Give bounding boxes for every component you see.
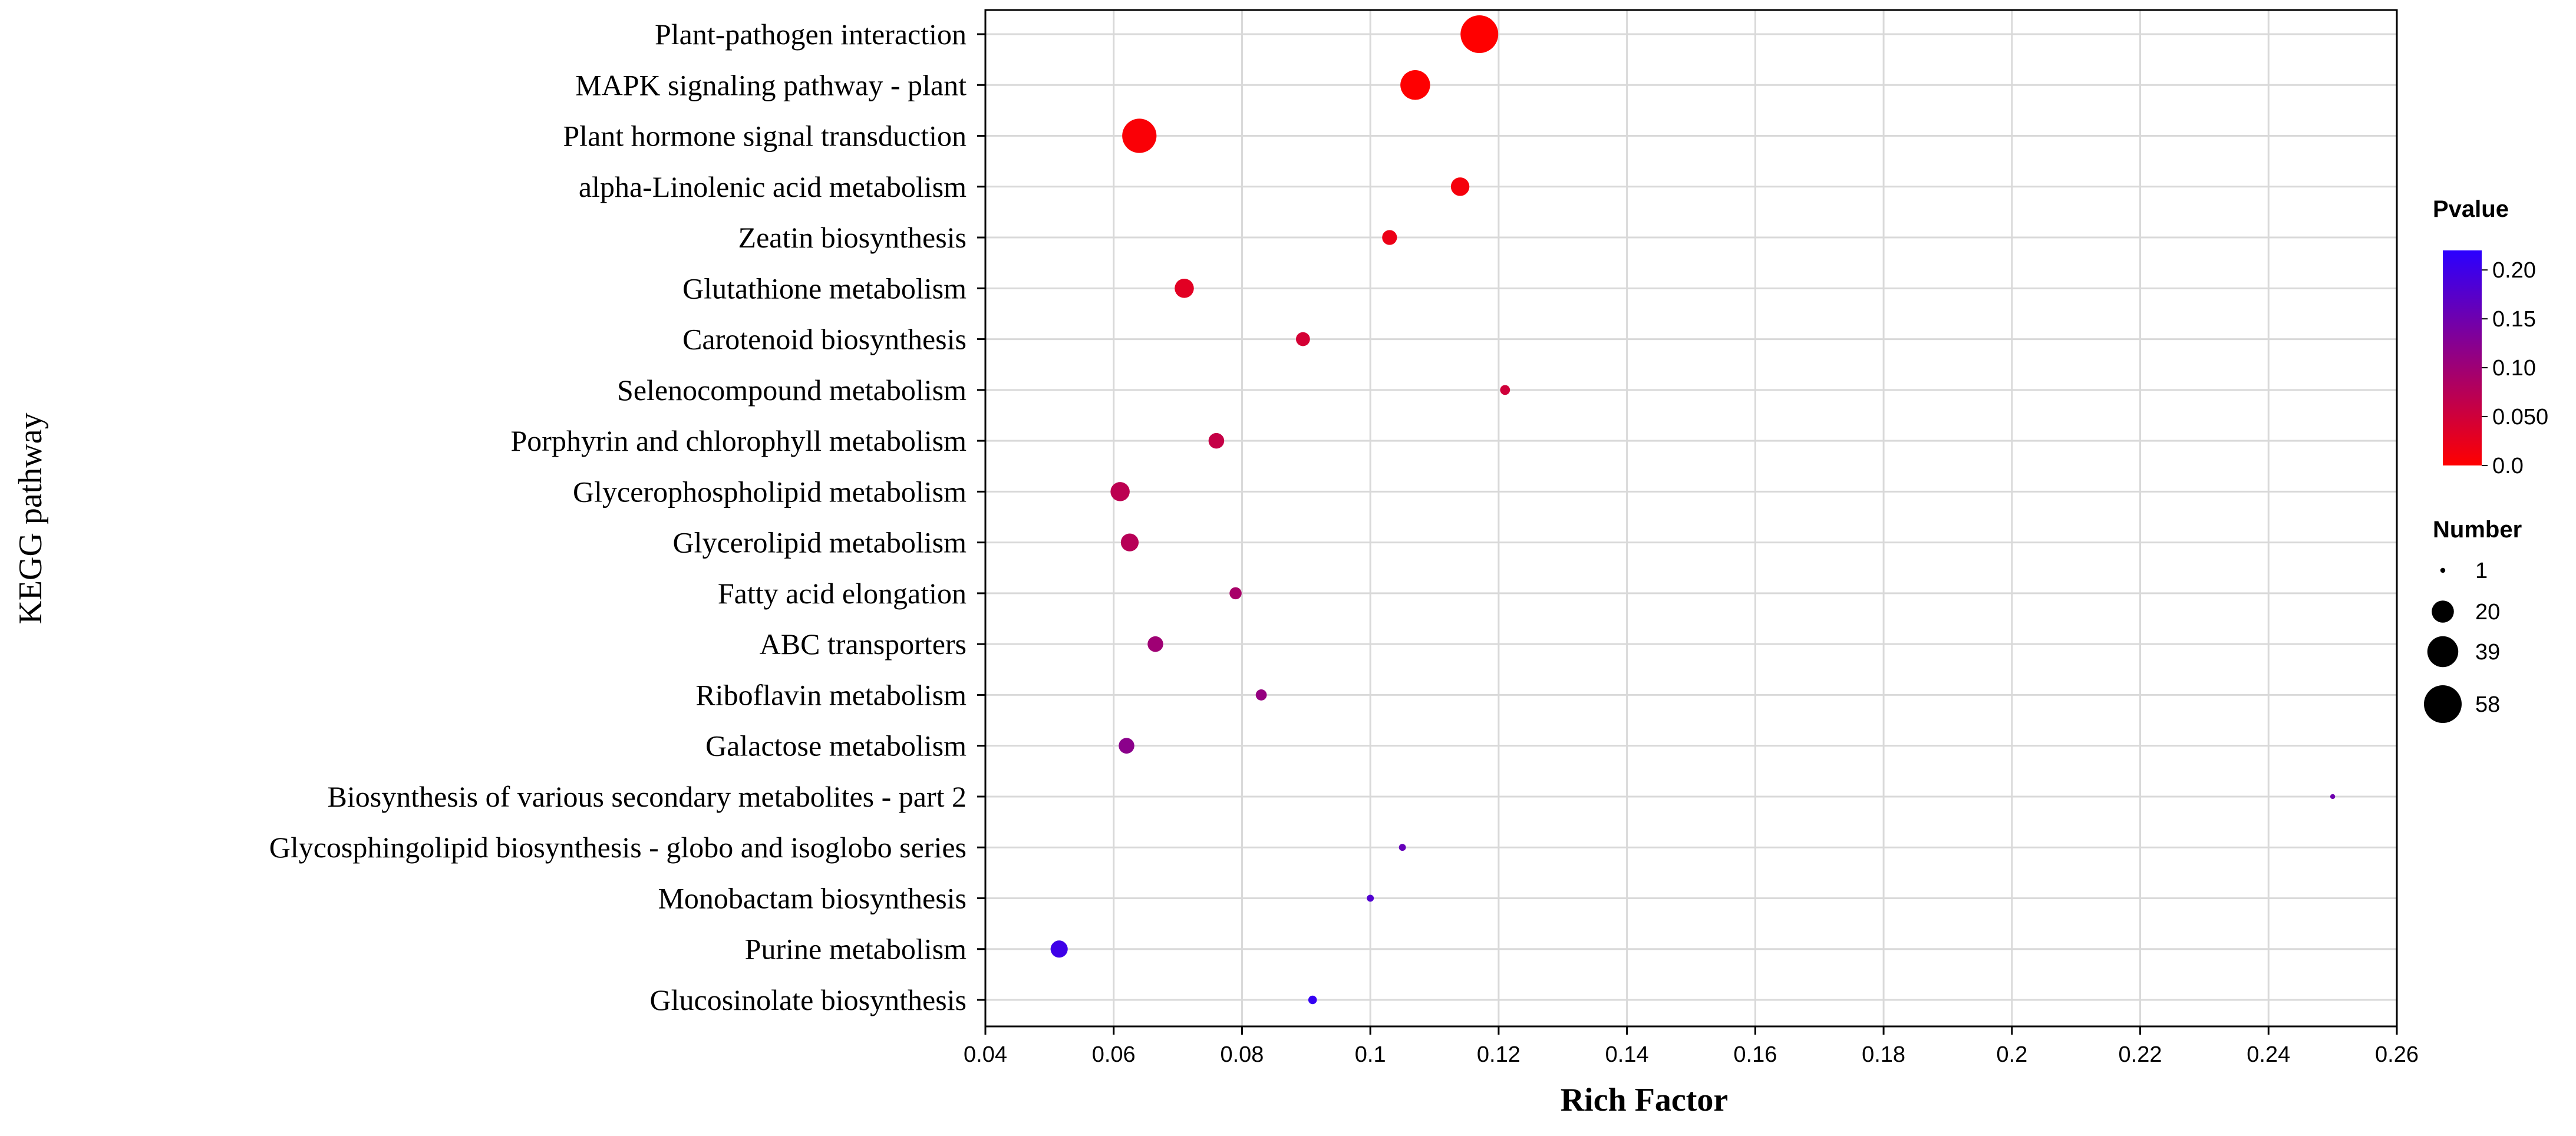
data-point (1050, 940, 1068, 958)
plot-area (985, 10, 2397, 1026)
data-point (2330, 794, 2336, 800)
size-legend-label: 1 (2475, 559, 2488, 583)
data-point (1450, 177, 1470, 196)
number-legend-items: 1 20 39 58 (2424, 559, 2500, 723)
colorbar-tick-label: 0.050 (2492, 405, 2548, 430)
colorbar-tick-label: 0.10 (2492, 356, 2536, 381)
y-tick-label: Glucosinolate biosynthesis (650, 983, 967, 1016)
y-tick-label: Selenocompound metabolism (617, 374, 967, 407)
x-tick-label: 0.08 (1220, 1042, 1264, 1067)
data-point (1255, 689, 1267, 701)
data-point (1308, 995, 1317, 1005)
data-point (1500, 385, 1510, 395)
colorbar-tick-label: 0.15 (2492, 307, 2536, 332)
y-tick-label: Galactose metabolism (705, 729, 967, 762)
data-point (1119, 738, 1134, 754)
y-tick-label: Glutathione metabolism (682, 272, 967, 305)
data-point (1120, 533, 1139, 552)
size-legend-circle (2427, 636, 2459, 668)
data-point (1147, 636, 1163, 652)
y-tick-label: Porphyrin and chlorophyll metabolism (510, 424, 967, 457)
data-point (1367, 894, 1374, 902)
data-point (1295, 332, 1310, 346)
data-point (1382, 230, 1397, 245)
pvalue-legend-title: Pvalue (2433, 196, 2509, 222)
x-tick-label: 0.18 (1862, 1042, 1905, 1067)
x-tick-label: 0.16 (1733, 1042, 1777, 1067)
data-point (1229, 587, 1242, 600)
x-tick-label: 0.06 (1092, 1042, 1136, 1067)
y-tick-label: Carotenoid biosynthesis (682, 323, 967, 356)
size-legend-circle (2432, 600, 2454, 623)
size-legend-label: 58 (2475, 692, 2500, 717)
data-point (1175, 279, 1194, 298)
x-tick-label: 0.26 (2375, 1042, 2419, 1067)
y-tick-label: Plant-pathogen interaction (655, 18, 967, 51)
y-tick-label: Glycosphingolipid biosynthesis - globo a… (269, 831, 967, 864)
y-tick-label: alpha-Linolenic acid metabolism (579, 170, 967, 203)
data-point (1110, 482, 1130, 501)
data-point (1400, 70, 1430, 100)
y-tick-label: ABC transporters (760, 628, 967, 661)
size-legend-circle (2424, 685, 2462, 723)
data-point (1460, 15, 1499, 53)
x-tick-label: 0.1 (1355, 1042, 1386, 1067)
y-tick-label: Fatty acid elongation (718, 577, 967, 610)
y-tick-label: Riboflavin metabolism (695, 678, 967, 711)
y-tick-label: MAPK signaling pathway - plant (575, 68, 967, 101)
size-legend-label: 20 (2475, 600, 2500, 625)
y-tick-label: Purine metabolism (745, 933, 967, 966)
y-tick-label: Glycerophospholipid metabolism (573, 475, 967, 508)
y-tick-label: Zeatin biosynthesis (738, 221, 967, 254)
x-tick-label: 0.04 (964, 1042, 1007, 1067)
x-tick-label: 0.12 (1477, 1042, 1520, 1067)
data-point (1208, 432, 1225, 449)
x-axis: 0.04 0.06 0.08 0.1 0.12 0.14 0.16 0.18 0.2 0.22 0.… (964, 1026, 2419, 1067)
x-tick-label: 0.24 (2247, 1042, 2290, 1067)
plot-frame (984, 9, 2398, 1028)
y-tick-label: Biosynthesis of various secondary metabo… (328, 780, 967, 813)
y-axis-title: KEGG pathway (12, 412, 49, 624)
pvalue-colorbar (2443, 250, 2482, 465)
pvalue-legend: Pvalue 0.0 0.050 0.10 0.15 0.20 (2433, 196, 2548, 478)
pvalue-colorbar-ticks: 0.0 0.050 0.10 0.15 0.20 (2482, 258, 2548, 478)
x-tick-label: 0.14 (1605, 1042, 1649, 1067)
colorbar-tick-label: 0.20 (2492, 258, 2536, 283)
colorbar-tick-label: 0.0 (2492, 454, 2524, 478)
y-tick-label: Glycerolipid metabolism (672, 526, 967, 559)
size-legend-label: 39 (2475, 640, 2500, 665)
data-points (1050, 15, 2336, 1005)
y-tick-label: Monobactam biosynthesis (658, 881, 967, 914)
x-tick-label: 0.2 (1996, 1042, 2027, 1067)
x-tick-label: 0.22 (2119, 1042, 2162, 1067)
y-tick-label: Plant hormone signal transduction (563, 120, 967, 153)
size-legend-circle (2440, 567, 2446, 573)
data-point (1122, 118, 1157, 153)
y-axis: Plant-pathogen interaction MAPK signaling… (269, 18, 985, 1016)
x-axis-title: Rich Factor (1561, 1082, 1729, 1118)
number-legend-title: Number (2433, 517, 2522, 543)
data-point (1399, 844, 1406, 851)
number-legend: Number 1 20 39 58 (2424, 517, 2522, 723)
